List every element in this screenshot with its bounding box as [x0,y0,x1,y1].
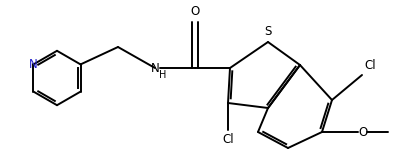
Text: Cl: Cl [222,133,233,146]
Text: N: N [29,58,38,71]
Text: O: O [358,126,367,138]
Text: S: S [263,25,271,38]
Text: N: N [150,61,159,75]
Text: O: O [190,5,199,18]
Text: Cl: Cl [363,59,375,72]
Text: H: H [158,70,166,80]
